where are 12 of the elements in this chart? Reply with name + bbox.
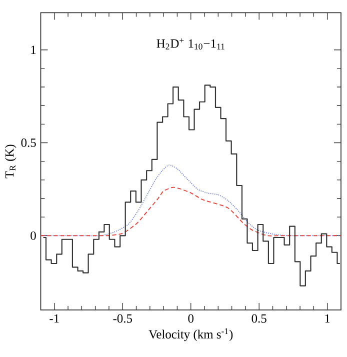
x-tick-label: 1	[325, 314, 330, 323]
x-tick-label: 0.5	[252, 314, 266, 323]
line-series	[40, 186, 341, 236]
y-tick-label: 0.5	[21, 138, 36, 147]
y-tick-label: 1	[31, 46, 36, 54]
y-axis-title: T$_{R}$ (K)	[4, 144, 16, 178]
text: H$_{2}$D$^{+}$ 1$_{10}$−1$_{11}$	[156, 38, 224, 50]
y-tick-label: 0	[30, 231, 36, 240]
x-axis-title: Velocity (km s$^{-1}$)	[148, 328, 232, 342]
x-tick-label: -0.5	[113, 314, 132, 323]
x-tick-label: -1	[50, 314, 59, 323]
x-tick-label: 0	[188, 314, 194, 323]
